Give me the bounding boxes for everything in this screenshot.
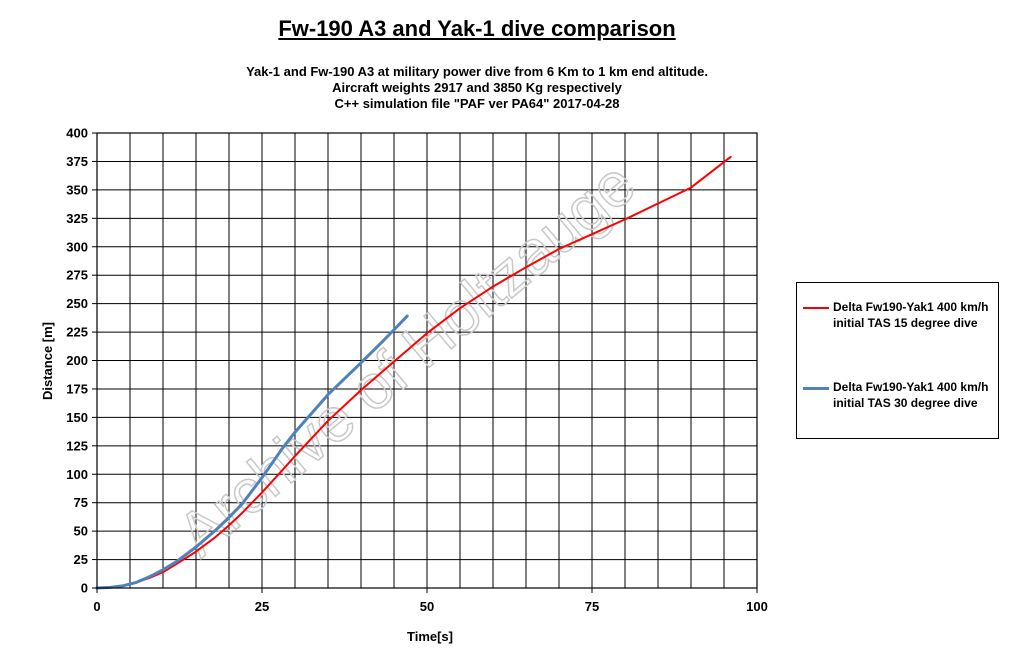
- x-axis-label: Time[s]: [407, 629, 453, 644]
- subtitle-line-2: Aircraft weights 2917 and 3850 Kg respec…: [332, 80, 622, 95]
- y-tick-label: 325: [66, 211, 88, 226]
- x-tick-label: 50: [420, 599, 434, 614]
- y-tick-label: 0: [81, 581, 88, 596]
- chart-subtitle: Yak-1 and Fw-190 A3 at military power di…: [0, 64, 954, 112]
- y-tick-label: 400: [66, 126, 88, 141]
- y-tick-label: 100: [66, 467, 88, 482]
- legend-swatch-blue: [803, 387, 829, 390]
- y-tick-label: 75: [74, 495, 88, 510]
- y-tick-label: 350: [66, 182, 88, 197]
- legend: Delta Fw190-Yak1 400 km/h initial TAS 15…: [796, 282, 999, 439]
- y-tick-label: 175: [66, 381, 88, 396]
- y-tick-label: 275: [66, 268, 88, 283]
- x-tick-label: 75: [585, 599, 599, 614]
- y-tick-label: 150: [66, 410, 88, 425]
- series-line-fw190-yak1-30-degree: [95, 314, 409, 590]
- legend-label-15-degree: Delta Fw190-Yak1 400 km/h initial TAS 15…: [833, 300, 989, 330]
- y-tick-label: 200: [66, 353, 88, 368]
- y-tick-label: 225: [66, 325, 88, 340]
- legend-label-30-degree: Delta Fw190-Yak1 400 km/h initial TAS 30…: [833, 380, 989, 410]
- y-tick-labels: 0 25 50 75 100 125 150 175 200 225 250 275 300 325 350…: [66, 126, 88, 596]
- x-tick-label: 100: [746, 599, 768, 614]
- legend-swatch-red: [803, 307, 829, 309]
- subtitle-line-1: Yak-1 and Fw-190 A3 at military power di…: [246, 64, 708, 79]
- y-tick-label: 25: [74, 552, 88, 567]
- y-tick-label: 300: [66, 239, 88, 254]
- series-lines: [95, 155, 732, 590]
- y-tick-label: 50: [74, 524, 88, 539]
- x-tick-label: 0: [93, 599, 100, 614]
- y-tick-label: 125: [66, 438, 88, 453]
- grid-lines: [97, 133, 757, 588]
- x-tick-labels: 0 25 50 75 100: [93, 599, 767, 614]
- axes: [92, 132, 758, 593]
- subtitle-line-3: C++ simulation file "PAF ver PA64" 2017-…: [334, 96, 620, 111]
- y-tick-label: 375: [66, 154, 88, 169]
- y-axis-label: Distance [m]: [40, 322, 55, 400]
- chart-title: Fw-190 A3 and Yak-1 dive comparison: [278, 16, 676, 41]
- y-tick-label: 250: [66, 296, 88, 311]
- x-tick-label: 25: [255, 599, 269, 614]
